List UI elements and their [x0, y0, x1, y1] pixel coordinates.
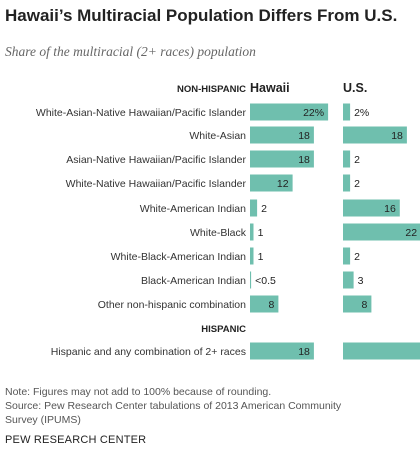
- data-label-us: 2: [354, 251, 360, 263]
- footnote: Note: Figures may not add to 100% becaus…: [5, 386, 272, 398]
- data-label-us: 8: [362, 299, 368, 311]
- category-label: White-Black-American Indian: [111, 251, 247, 263]
- category-label: Hispanic and any combination of 2+ races: [51, 346, 246, 358]
- data-label-hawaii: 18: [298, 130, 310, 142]
- bar-hawaii: [250, 342, 314, 360]
- data-label-us: 2%: [354, 107, 369, 119]
- data-label-hawaii: 1: [258, 227, 264, 239]
- bar-hawaii: [250, 174, 293, 192]
- category-label: Asian-Native Hawaiian/Pacific Islander: [66, 154, 246, 166]
- source-line-2: Survey (IPUMS): [5, 414, 81, 426]
- data-label-us: 2: [354, 178, 360, 190]
- bar-hawaii: [250, 271, 252, 289]
- bar-us: [343, 223, 420, 241]
- category-label: White-American Indian: [140, 203, 246, 215]
- category-label: White-Black: [190, 227, 247, 239]
- source-line-1: Source: Pew Research Center tabulations …: [5, 400, 342, 412]
- bar-hawaii: [250, 103, 329, 121]
- category-label: Black-American Indian: [141, 275, 246, 287]
- chart-title: Hawaii’s Multiracial Population Differs …: [5, 6, 398, 25]
- group-label-0: NON-HISPANIC: [177, 84, 246, 95]
- bar-us: [343, 295, 372, 313]
- bar-us: [343, 342, 420, 360]
- bar-us: [343, 126, 407, 144]
- category-label: White-Asian: [189, 130, 246, 142]
- bar-hawaii: [250, 150, 314, 168]
- data-label-us: 3: [358, 275, 364, 287]
- data-label-hawaii: 12: [277, 178, 289, 190]
- category-label: White-Native Hawaiian/Pacific Islander: [66, 178, 247, 190]
- series-header-0: Hawaii: [250, 81, 290, 95]
- bar-us: [343, 150, 351, 168]
- data-label-hawaii: 2: [261, 203, 267, 215]
- data-label-hawaii: 18: [298, 346, 310, 358]
- brand-label: PEW RESEARCH CENTER: [5, 434, 147, 446]
- data-label-us: 18: [391, 130, 403, 142]
- bar-us: [343, 103, 351, 121]
- plot-area: Hawaii U.S. NON-HISPANIC HISPANIC White-Asia…: [36, 81, 420, 360]
- data-label-hawaii: 18: [298, 154, 310, 166]
- data-label-hawaii: 8: [269, 299, 275, 311]
- bar-hawaii: [250, 295, 279, 313]
- data-label-us: 22: [405, 227, 417, 239]
- category-label: Other non-hispanic combination: [98, 299, 246, 311]
- data-label-hawaii: 1: [258, 251, 264, 263]
- bar-us: [343, 271, 354, 289]
- data-label-us: 2: [354, 154, 360, 166]
- data-label-hawaii: <0.5: [255, 275, 276, 287]
- series-header-1: U.S.: [343, 81, 367, 95]
- bar-hawaii: [250, 223, 254, 241]
- bar-us: [343, 247, 351, 265]
- bar-hawaii: [250, 199, 258, 217]
- data-label-hawaii: 22%: [303, 107, 324, 119]
- bar-hawaii: [250, 247, 254, 265]
- chart-subtitle: Share of the multiracial (2+ races) popu…: [5, 44, 256, 59]
- group-label-1: HISPANIC: [201, 324, 246, 335]
- bar-us: [343, 199, 400, 217]
- bar-us: [343, 174, 351, 192]
- bar-hawaii: [250, 126, 314, 144]
- data-label-us: 16: [384, 203, 396, 215]
- category-label: White-Asian-Native Hawaiian/Pacific Isla…: [36, 107, 247, 119]
